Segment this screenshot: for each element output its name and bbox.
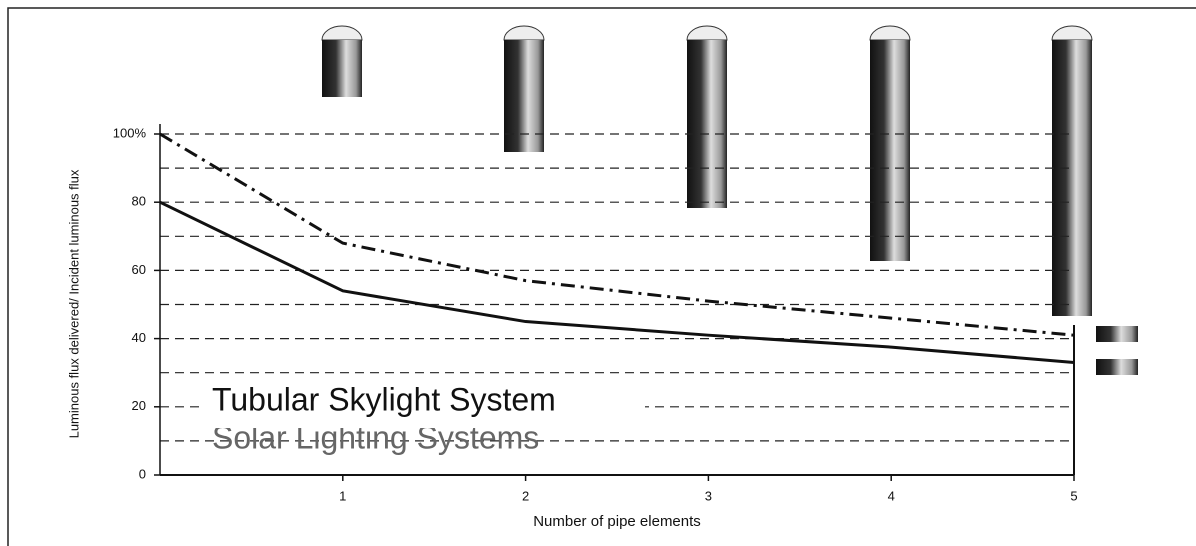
x-tick-label: 5 [1070, 488, 1077, 503]
y-tick-label: 20 [132, 398, 146, 413]
page: {"chart_data": {"type": "line", "x_label… [0, 0, 1196, 546]
y-tick-label: 100% [113, 125, 147, 140]
x-tick-label: 1 [339, 488, 346, 503]
x-tick-label: 4 [888, 488, 895, 503]
y-tick-label: 0 [139, 466, 146, 481]
x-axis-label: Number of pipe elements [533, 513, 701, 530]
y-axis-label: Luminous flux delivered/ Incident lumino… [66, 169, 81, 438]
y-tick-label: 40 [132, 330, 146, 345]
y-tick-label: 80 [132, 194, 146, 209]
pipe-illustrations [322, 26, 1138, 375]
annotation: Tubular Skylight System [212, 381, 556, 417]
frame [8, 8, 1196, 546]
x-tick-label: 3 [705, 488, 712, 503]
x-tick-label: 2 [522, 488, 529, 503]
y-tick-label: 60 [132, 262, 146, 277]
chart: Luminous flux delivered/ Incident lumino… [0, 0, 1196, 546]
